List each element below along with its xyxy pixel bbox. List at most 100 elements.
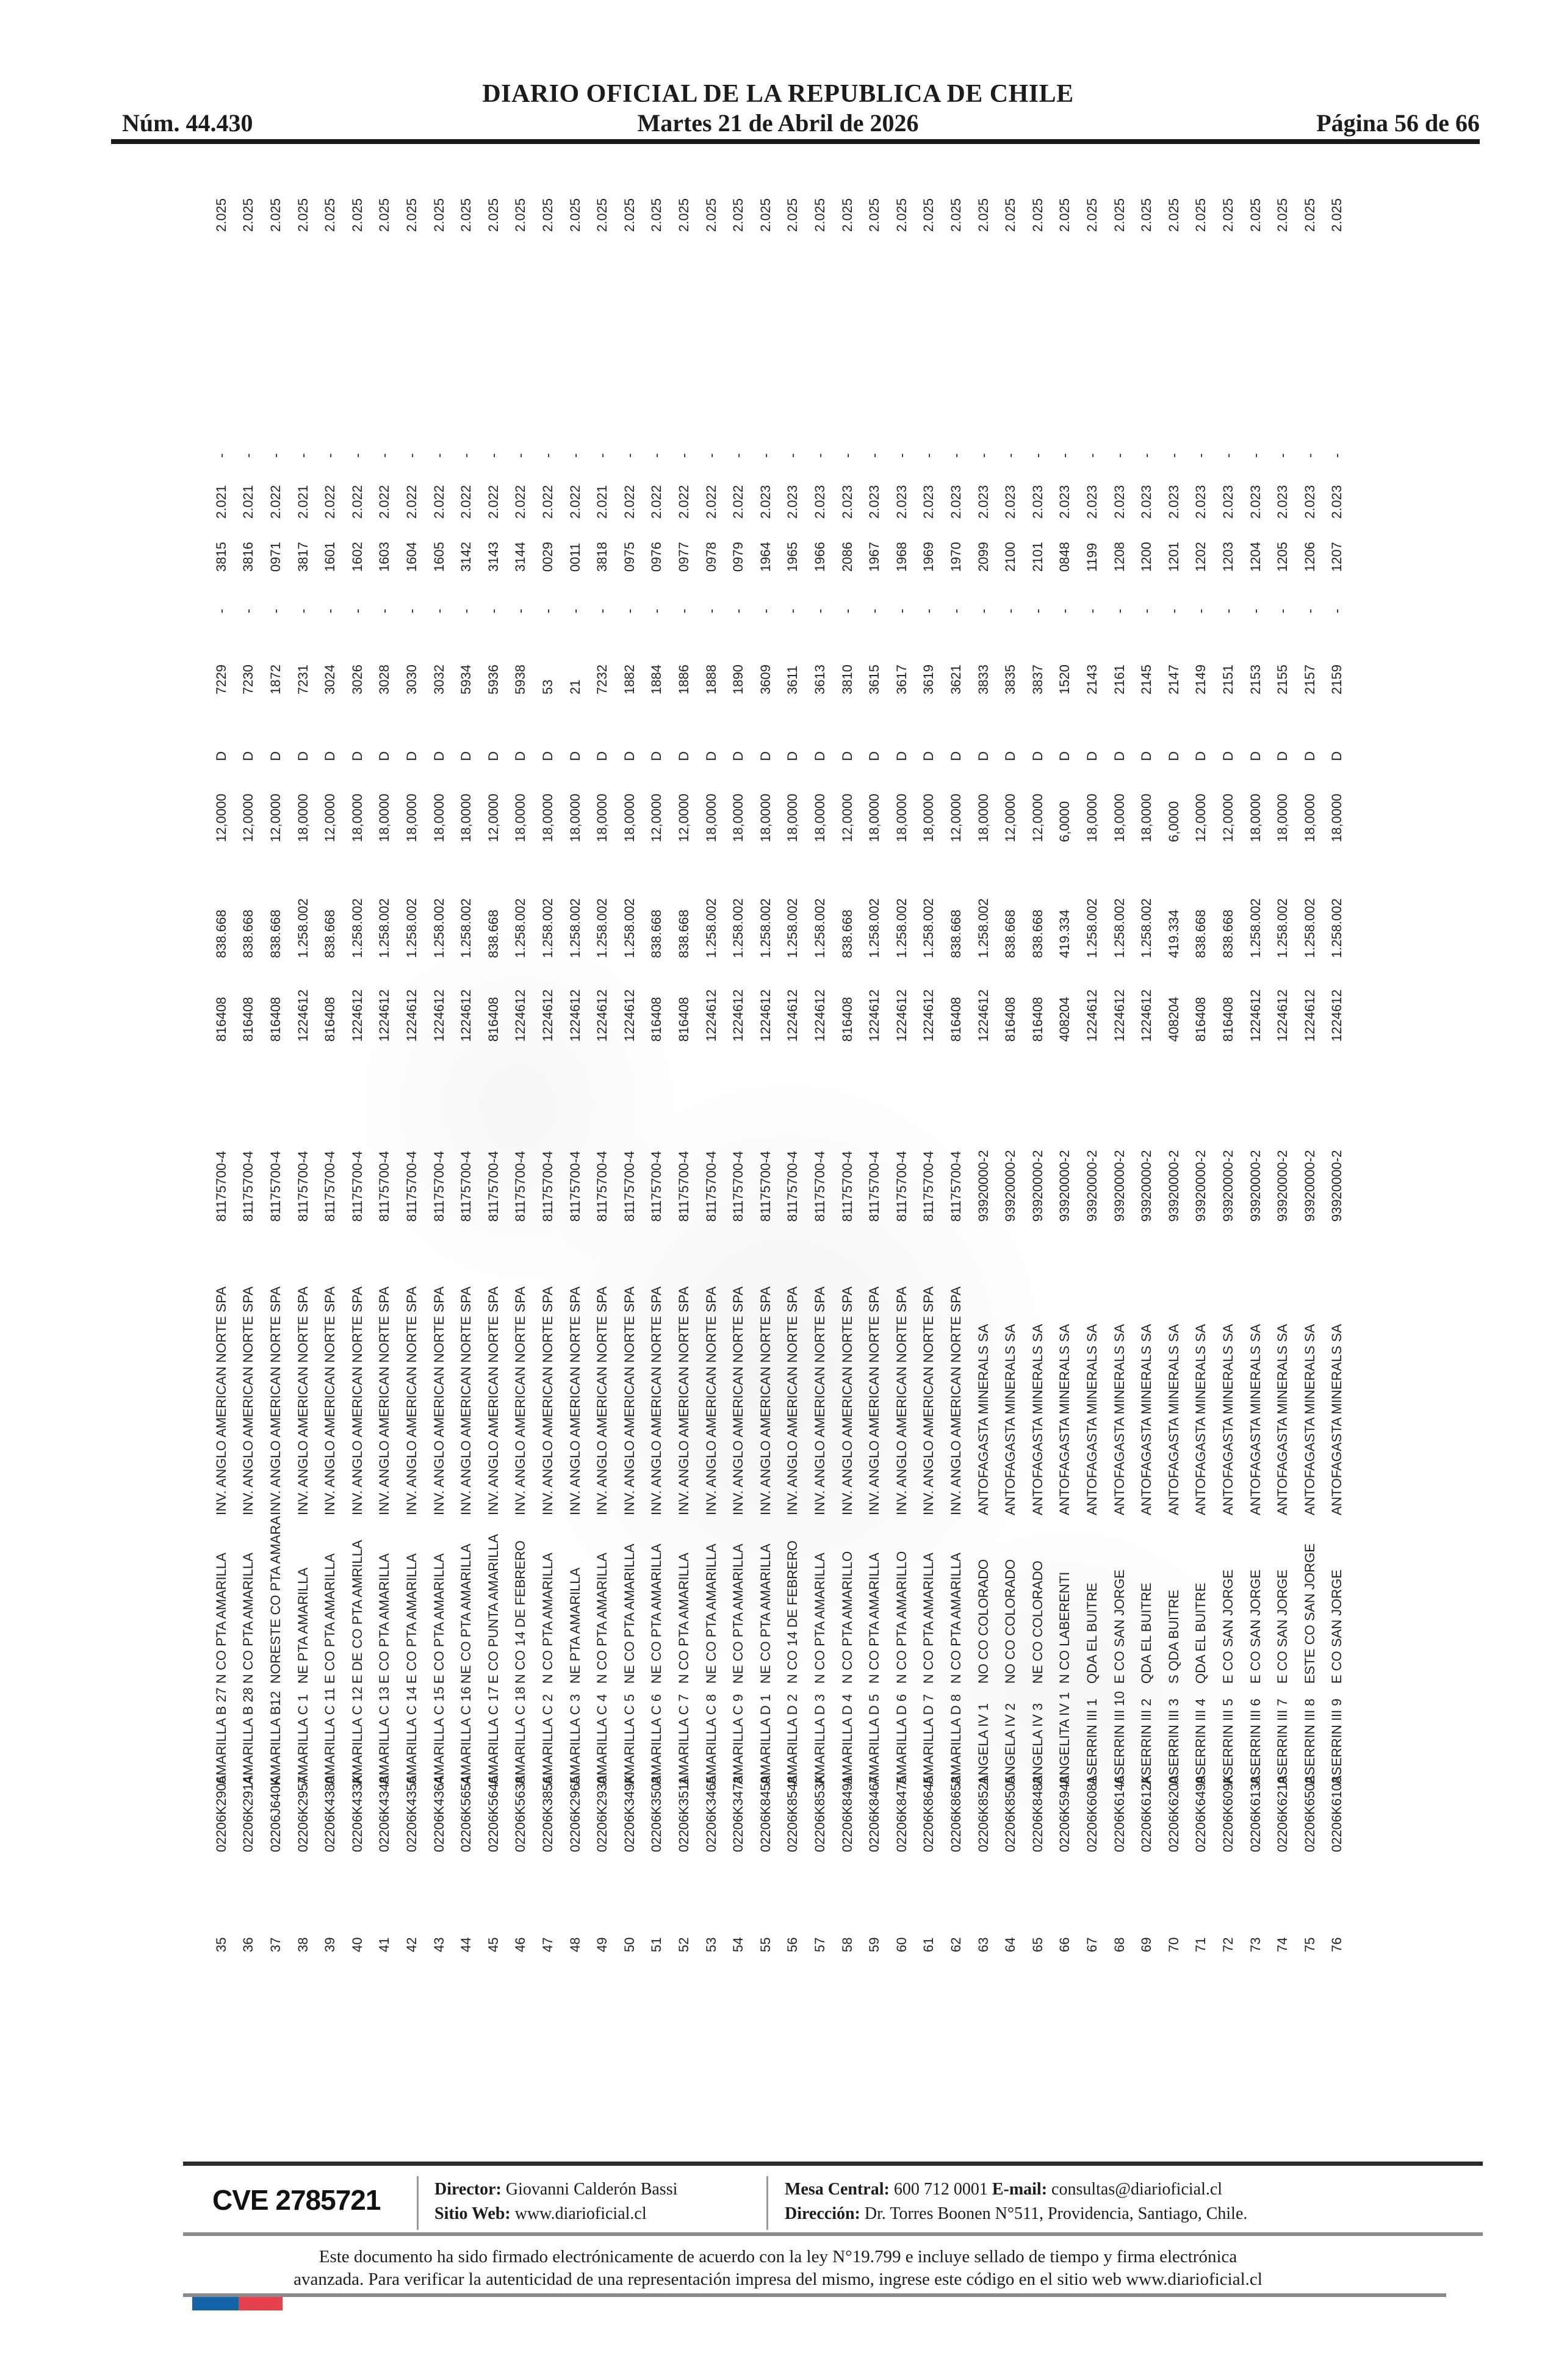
cell-d: D <box>539 751 555 761</box>
cell-ha: 12,0000 <box>485 793 501 842</box>
cell-titular: INV. ANGLO AMERICAN NORTE SPA <box>812 1286 827 1515</box>
cell-rut: 81175700-4 <box>594 1151 610 1222</box>
cell-numero: 2086 <box>839 542 855 572</box>
cell-n: 69 <box>1139 1937 1154 1952</box>
cell-titular: INV. ANGLO AMERICAN NORTE SPA <box>376 1286 392 1515</box>
cell-titular: ANTOFAGASTA MINERALS SA <box>1165 1324 1181 1515</box>
cell-nombre: ANGELA IV 3 <box>1029 1703 1045 1784</box>
cell-rut: 81175700-4 <box>649 1151 665 1222</box>
cell-n: 72 <box>1220 1937 1236 1952</box>
cell-anio: 2.022 <box>431 485 447 519</box>
cell-ubicacion: NE PTA AMARILLA <box>295 1567 311 1684</box>
cell-numero: 1966 <box>812 542 827 572</box>
cell-ubicacion: E CO PTA AMARILLA <box>376 1553 392 1684</box>
cell-nombre: AMARILLA C 18 <box>513 1686 528 1784</box>
cell-ha: 18,0000 <box>757 793 773 842</box>
cell-numero: 0978 <box>703 542 719 572</box>
cell-num: 1224612 <box>730 989 746 1042</box>
cell-dash2: - <box>295 453 311 458</box>
cell-final: 2.025 <box>1302 198 1317 232</box>
cell-ha: 18,0000 <box>403 793 419 842</box>
cell-dash1: - <box>866 608 882 613</box>
cell-num: 816408 <box>1003 997 1018 1042</box>
cell-fojas: 2159 <box>1329 665 1345 694</box>
cell-dash2: - <box>1084 453 1100 458</box>
cell-dash1: - <box>594 608 610 613</box>
table-row: 42 02206K4356 AMARILLA C 14 E CO PTA AMARIL… <box>398 180 425 1956</box>
cell-n: 41 <box>376 1937 392 1952</box>
cell-rut: 81175700-4 <box>621 1151 637 1222</box>
cell-anio: 2.022 <box>349 485 365 519</box>
cell-nombre: AMARILLA C 5 <box>621 1694 637 1784</box>
page-title: DIARIO OFICIAL DE LA REPUBLICA DE CHILE <box>482 80 1074 108</box>
cell-patente: 1.258.002 <box>893 898 909 958</box>
cell-n: 53 <box>703 1937 719 1952</box>
cell-rol: 02206K5638 <box>513 1776 528 1852</box>
cell-n: 60 <box>893 1937 909 1952</box>
cell-numero: 1200 <box>1139 542 1154 572</box>
cell-nombre: AMARILLA D 1 <box>757 1694 773 1784</box>
disclaimer-line-2: avanzada. Para verificar la autenticidad… <box>294 2270 1262 2289</box>
table-row: 71 02206K6499 ASERRIN III 4 QDA EL BUITRE AN… <box>1187 180 1214 1956</box>
cell-patente: 1.258.002 <box>295 898 311 958</box>
cell-ha: 18,0000 <box>730 793 746 842</box>
cell-final: 2.025 <box>567 198 583 232</box>
cell-ha: 18,0000 <box>921 793 937 842</box>
cell-rol: 02206K2930 <box>594 1776 610 1852</box>
cell-n: 55 <box>757 1937 773 1952</box>
cell-num: 816408 <box>675 997 691 1042</box>
cell-titular: ANTOFAGASTA MINERALS SA <box>1111 1324 1127 1515</box>
table-row: 56 02206K8548 AMARILLA D 2 N CO 14 DE FEBRE… <box>779 180 806 1956</box>
cell-rut: 93920000-2 <box>1111 1150 1127 1222</box>
cell-d: D <box>1329 751 1345 761</box>
cell-titular: INV. ANGLO AMERICAN NORTE SPA <box>349 1286 365 1515</box>
cell-rut: 93920000-2 <box>1139 1150 1154 1222</box>
cell-rut: 93920000-2 <box>1057 1150 1073 1222</box>
cell-rut: 93920000-2 <box>1029 1150 1045 1222</box>
cell-anio: 2.023 <box>1329 485 1345 519</box>
cell-patente: 838.668 <box>1220 909 1236 958</box>
cell-dash2: - <box>485 453 501 458</box>
cell-final: 2.025 <box>675 198 691 232</box>
cell-nombre: AMARILLA B 28 <box>240 1687 256 1784</box>
cell-dash2: - <box>975 453 991 458</box>
table-row: 53 02206K3465 AMARILLA C 8 NE CO PTA AMARIL… <box>697 180 725 1956</box>
cell-rol: 02206K3503 <box>649 1776 665 1852</box>
cell-dash1: - <box>1165 608 1181 613</box>
cell-rol: 02206K6146 <box>1111 1776 1127 1852</box>
cell-num: 1224612 <box>295 989 311 1042</box>
table-row: 48 02206K2965 AMARILLA C 3 NE PTA AMARILLA I… <box>561 180 589 1956</box>
cell-n: 42 <box>403 1937 419 1952</box>
cell-dash2: - <box>240 453 256 458</box>
cell-num: 1224612 <box>1111 989 1127 1042</box>
cell-n: 75 <box>1302 1937 1317 1952</box>
cell-dash2: - <box>1165 453 1181 458</box>
cell-numero: 0979 <box>730 542 746 572</box>
cell-rut: 81175700-4 <box>240 1151 256 1222</box>
table-row: 66 02206K5948 ANGELITA IV 1 N CO LABERENTI A… <box>1051 180 1078 1956</box>
cell-fojas: 3028 <box>376 665 392 694</box>
cell-d: D <box>730 751 746 761</box>
cell-nombre: ANGELA IV 1 <box>975 1703 991 1784</box>
cell-anio: 2.023 <box>839 485 855 519</box>
cell-anio: 2.022 <box>458 485 474 519</box>
cell-ha: 18,0000 <box>1329 793 1345 842</box>
sitio-web-url: www.diarioficial.cl <box>510 2204 647 2223</box>
cell-dash2: - <box>621 453 637 458</box>
cell-ubicacion: E CO PTA AMARILLA <box>431 1553 447 1684</box>
cell-ubicacion: E CO SAN JORGE <box>1247 1569 1263 1684</box>
cell-rut: 81175700-4 <box>431 1151 447 1222</box>
cell-dash2: - <box>1302 453 1317 458</box>
director-label: Director: <box>434 2180 502 2199</box>
cell-ubicacion: N CO PTA AMARILLA <box>594 1552 610 1684</box>
cell-rol: 02206K6219 <box>1275 1776 1291 1852</box>
cell-n: 56 <box>785 1937 801 1952</box>
cell-dash2: - <box>539 453 555 458</box>
cell-dash1: - <box>539 608 555 613</box>
table-row: 57 02206K853K AMARILLA D 3 N CO PTA AMARILL… <box>806 180 834 1956</box>
cell-patente: 1.258.002 <box>403 898 419 958</box>
cell-num: 816408 <box>948 997 963 1042</box>
cell-dash1: - <box>730 608 746 613</box>
cell-dash2: - <box>1029 453 1045 458</box>
